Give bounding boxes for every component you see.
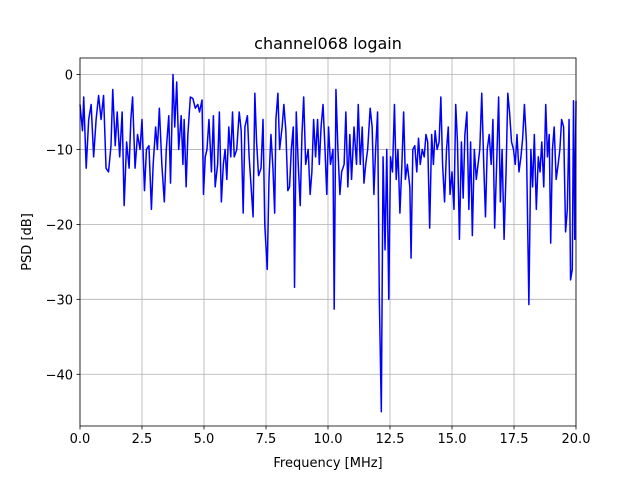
x-tick-label: 17.5 [500, 432, 529, 447]
x-tick-label: 0.0 [70, 432, 91, 447]
y-axis-label: PSD [dB] [20, 213, 35, 271]
x-tick-label: 5.0 [194, 432, 215, 447]
data-line [79, 73, 577, 413]
x-tick-label: 10.0 [314, 432, 343, 447]
x-tick-label: 2.5 [132, 432, 153, 447]
y-tick-label: −20 [46, 218, 73, 233]
x-tick-label: 7.5 [256, 432, 277, 447]
x-axis-label: Frequency [MHz] [273, 456, 382, 471]
x-tick-label: 12.5 [376, 432, 405, 447]
y-tick-label: −40 [46, 368, 73, 383]
y-tick-label: −30 [46, 293, 73, 308]
y-tick-label: 0 [65, 68, 73, 83]
x-tick-label: 15.0 [438, 432, 467, 447]
x-tick-label: 20.0 [562, 432, 591, 447]
axes-frame [79, 57, 577, 427]
y-tick-label: −10 [46, 143, 73, 158]
chart-title: channel068 logain [254, 34, 402, 53]
